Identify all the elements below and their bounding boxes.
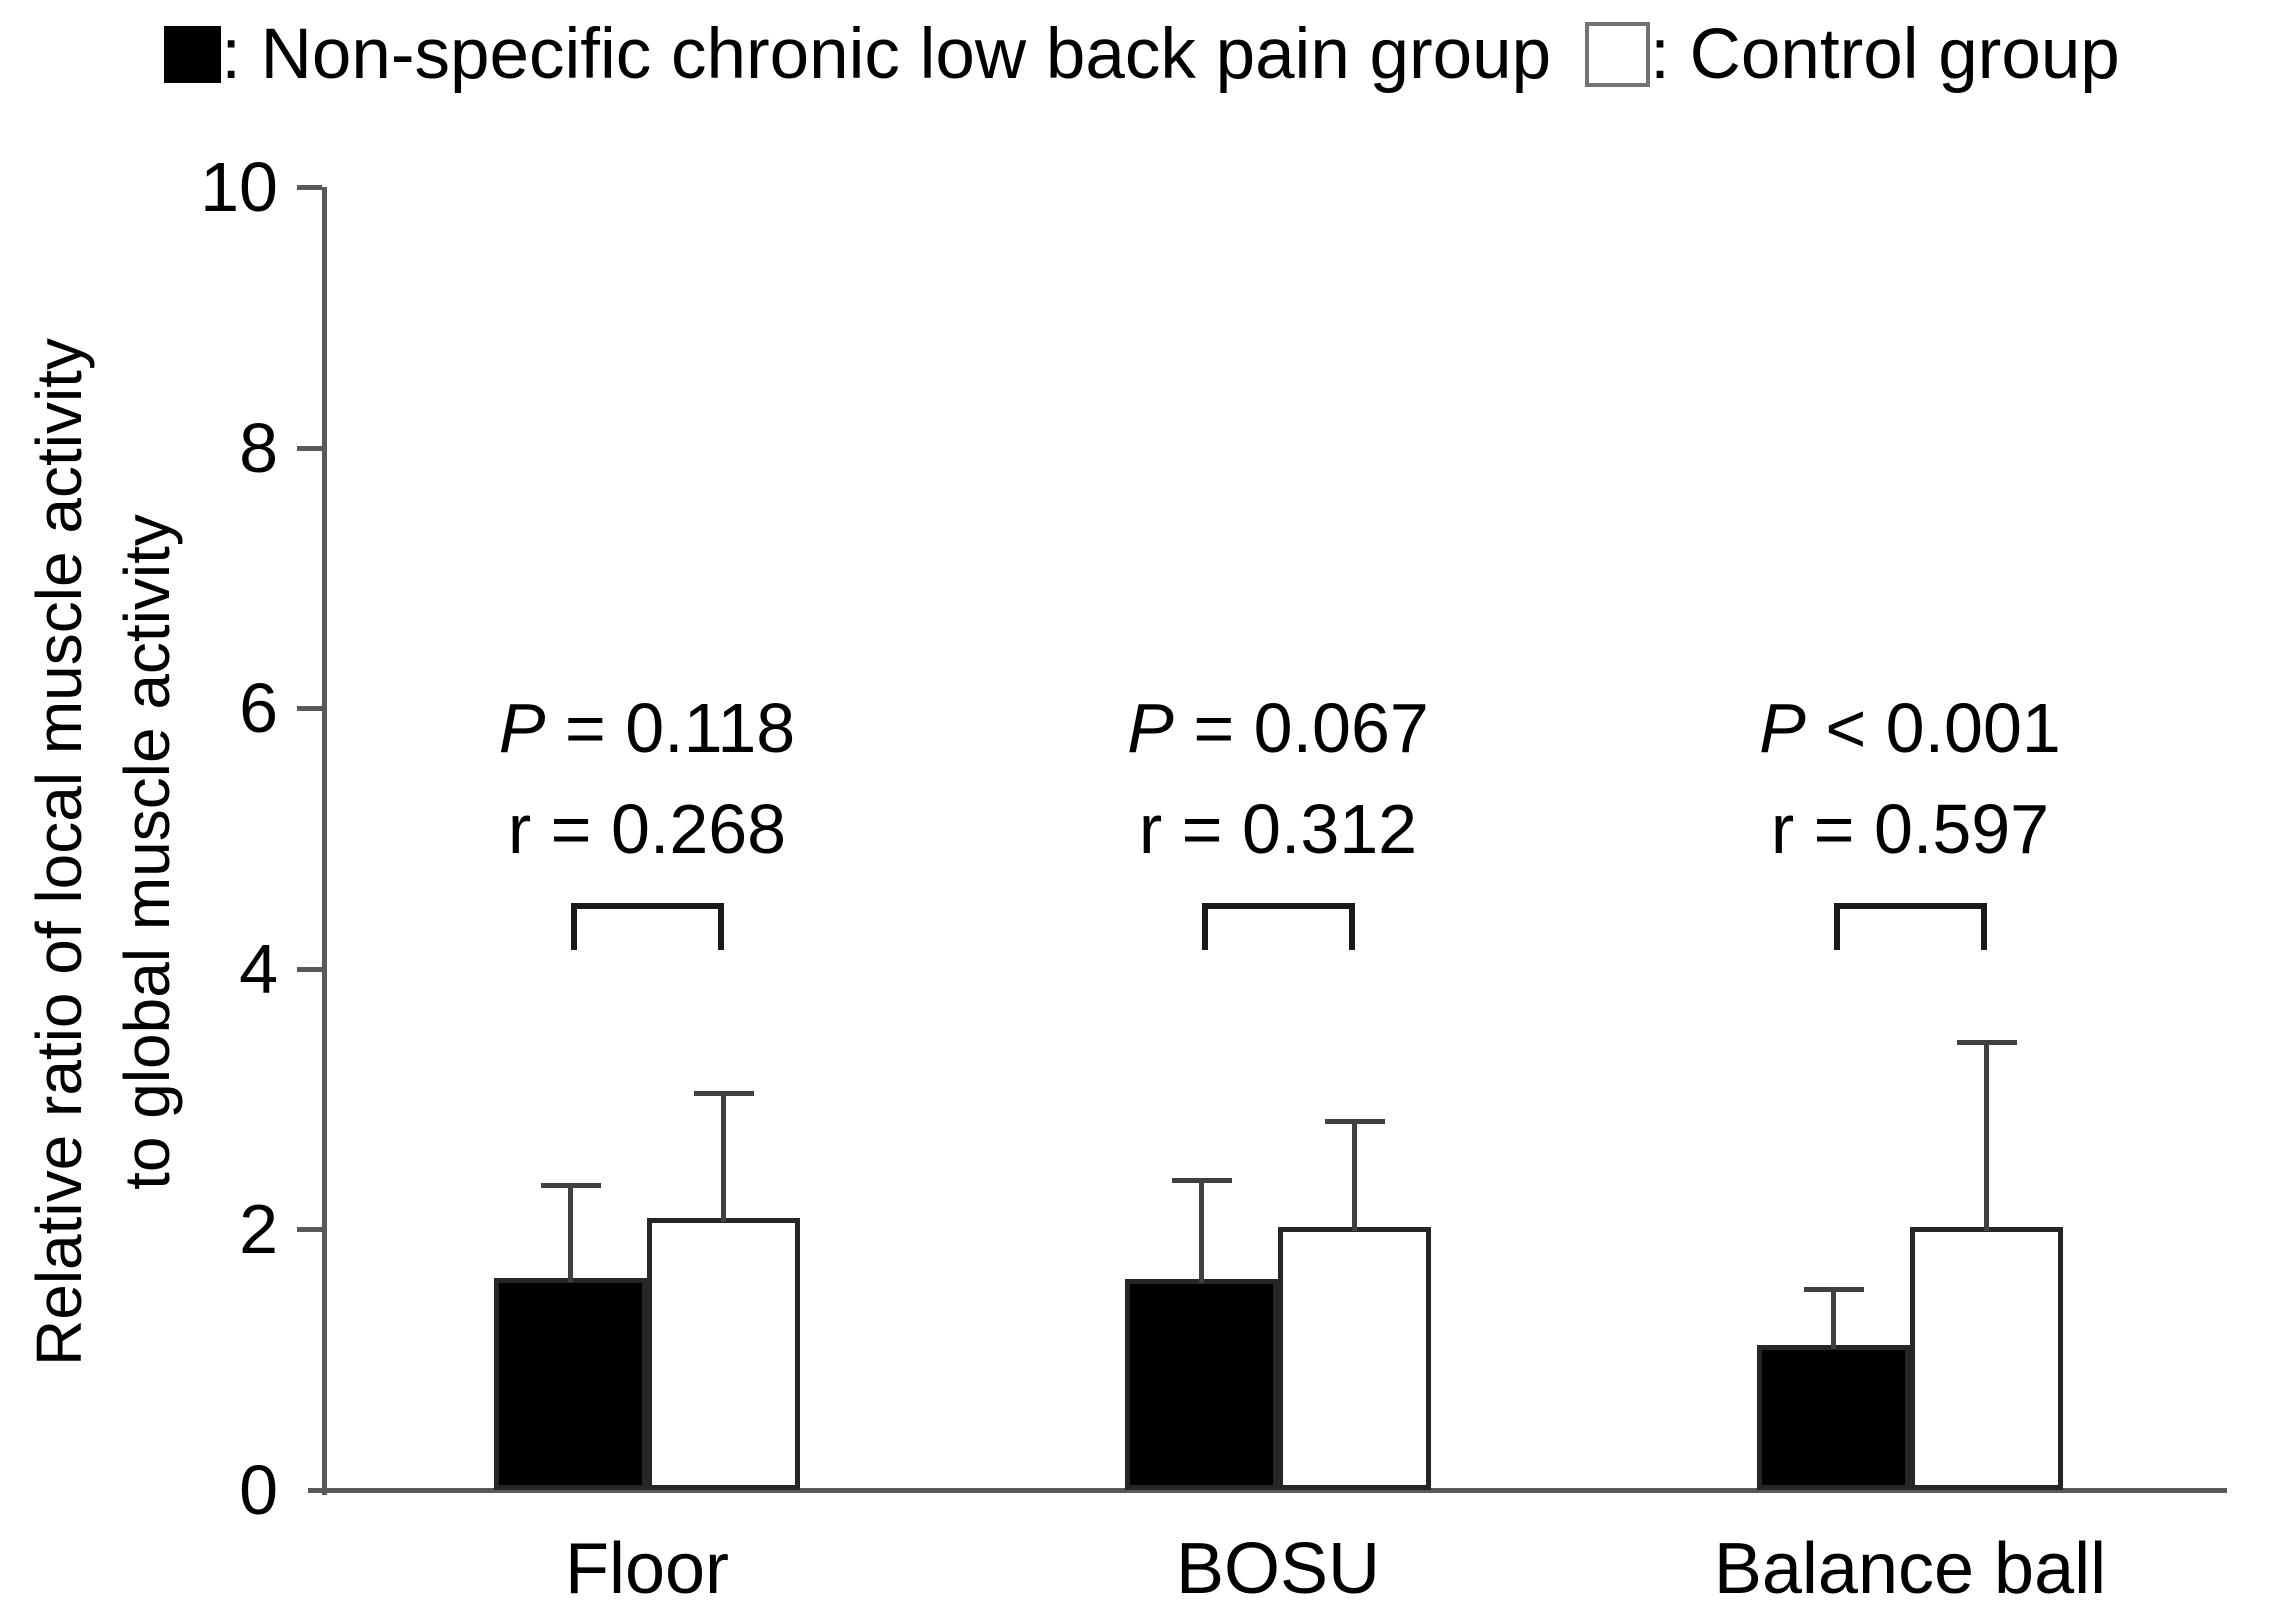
r-value-label-1: r = 0.312 xyxy=(1138,790,1418,868)
bar-nsclbp-floor xyxy=(494,1277,647,1490)
y-tick-label-4: 4 xyxy=(239,929,278,1008)
sig-bracket-2 xyxy=(1833,903,1987,950)
error-bar-nsclbp-1 xyxy=(1199,1179,1204,1283)
y-tick-label-10: 10 xyxy=(200,148,278,226)
category-label-2: Balance ball xyxy=(1713,1529,2107,1609)
y-tick-10 xyxy=(297,185,322,190)
sig-bracket-1 xyxy=(1201,903,1355,950)
error-cap-nsclbp-2 xyxy=(1803,1287,1864,1293)
sig-bracket-0 xyxy=(570,903,724,950)
r-value-label-2: r = 0.597 xyxy=(1770,790,2050,868)
error-cap-control-0 xyxy=(693,1090,754,1096)
bar-control-floor xyxy=(647,1217,800,1490)
error-cap-control-2 xyxy=(1956,1039,2017,1045)
error-cap-nsclbp-0 xyxy=(540,1183,601,1189)
error-bar-control-1 xyxy=(1352,1121,1357,1231)
y-axis-line xyxy=(322,187,327,1495)
y-tick-4 xyxy=(297,966,322,972)
r-value-label-0: r = 0.268 xyxy=(507,790,787,868)
nsclbp-legend-label: : Non-specific chronic low back pain gro… xyxy=(221,14,1552,94)
bar-nsclbp-balance-ball xyxy=(1757,1345,1910,1490)
bar-control-balance-ball xyxy=(1910,1226,2063,1490)
bar-nsclbp-bosu xyxy=(1125,1278,1278,1490)
error-cap-control-1 xyxy=(1324,1119,1385,1125)
p-value-label-0: P = 0.118 xyxy=(498,689,796,767)
y-tick-label-8: 8 xyxy=(239,408,278,487)
error-bar-control-2 xyxy=(1984,1041,1989,1231)
category-label-1: BOSU xyxy=(1175,1529,1381,1609)
y-tick-label-0: 0 xyxy=(239,1451,278,1529)
legend: : Non-specific chronic low back pain gro… xyxy=(0,6,2284,102)
category-label-0: Floor xyxy=(564,1529,730,1609)
bar-control-bosu xyxy=(1278,1226,1431,1490)
y-tick-2 xyxy=(297,1227,322,1233)
control-swatch-icon xyxy=(1585,21,1651,87)
error-cap-nsclbp-1 xyxy=(1171,1177,1232,1183)
p-value-label-1: P = 0.067 xyxy=(1127,689,1429,767)
error-bar-nsclbp-0 xyxy=(568,1185,573,1282)
p-value-label-2: P < 0.001 xyxy=(1759,689,2061,767)
y-tick-8 xyxy=(297,445,322,451)
error-bar-nsclbp-2 xyxy=(1831,1289,1836,1350)
y-tick-6 xyxy=(297,706,322,712)
y-tick-label-2: 2 xyxy=(239,1190,278,1269)
control-legend-label: : Control group xyxy=(1650,14,2120,94)
y-tick-label-6: 6 xyxy=(239,669,278,748)
error-bar-control-0 xyxy=(721,1092,726,1222)
x-axis-line xyxy=(308,1488,2227,1493)
nsclbp-swatch-icon xyxy=(164,25,222,83)
